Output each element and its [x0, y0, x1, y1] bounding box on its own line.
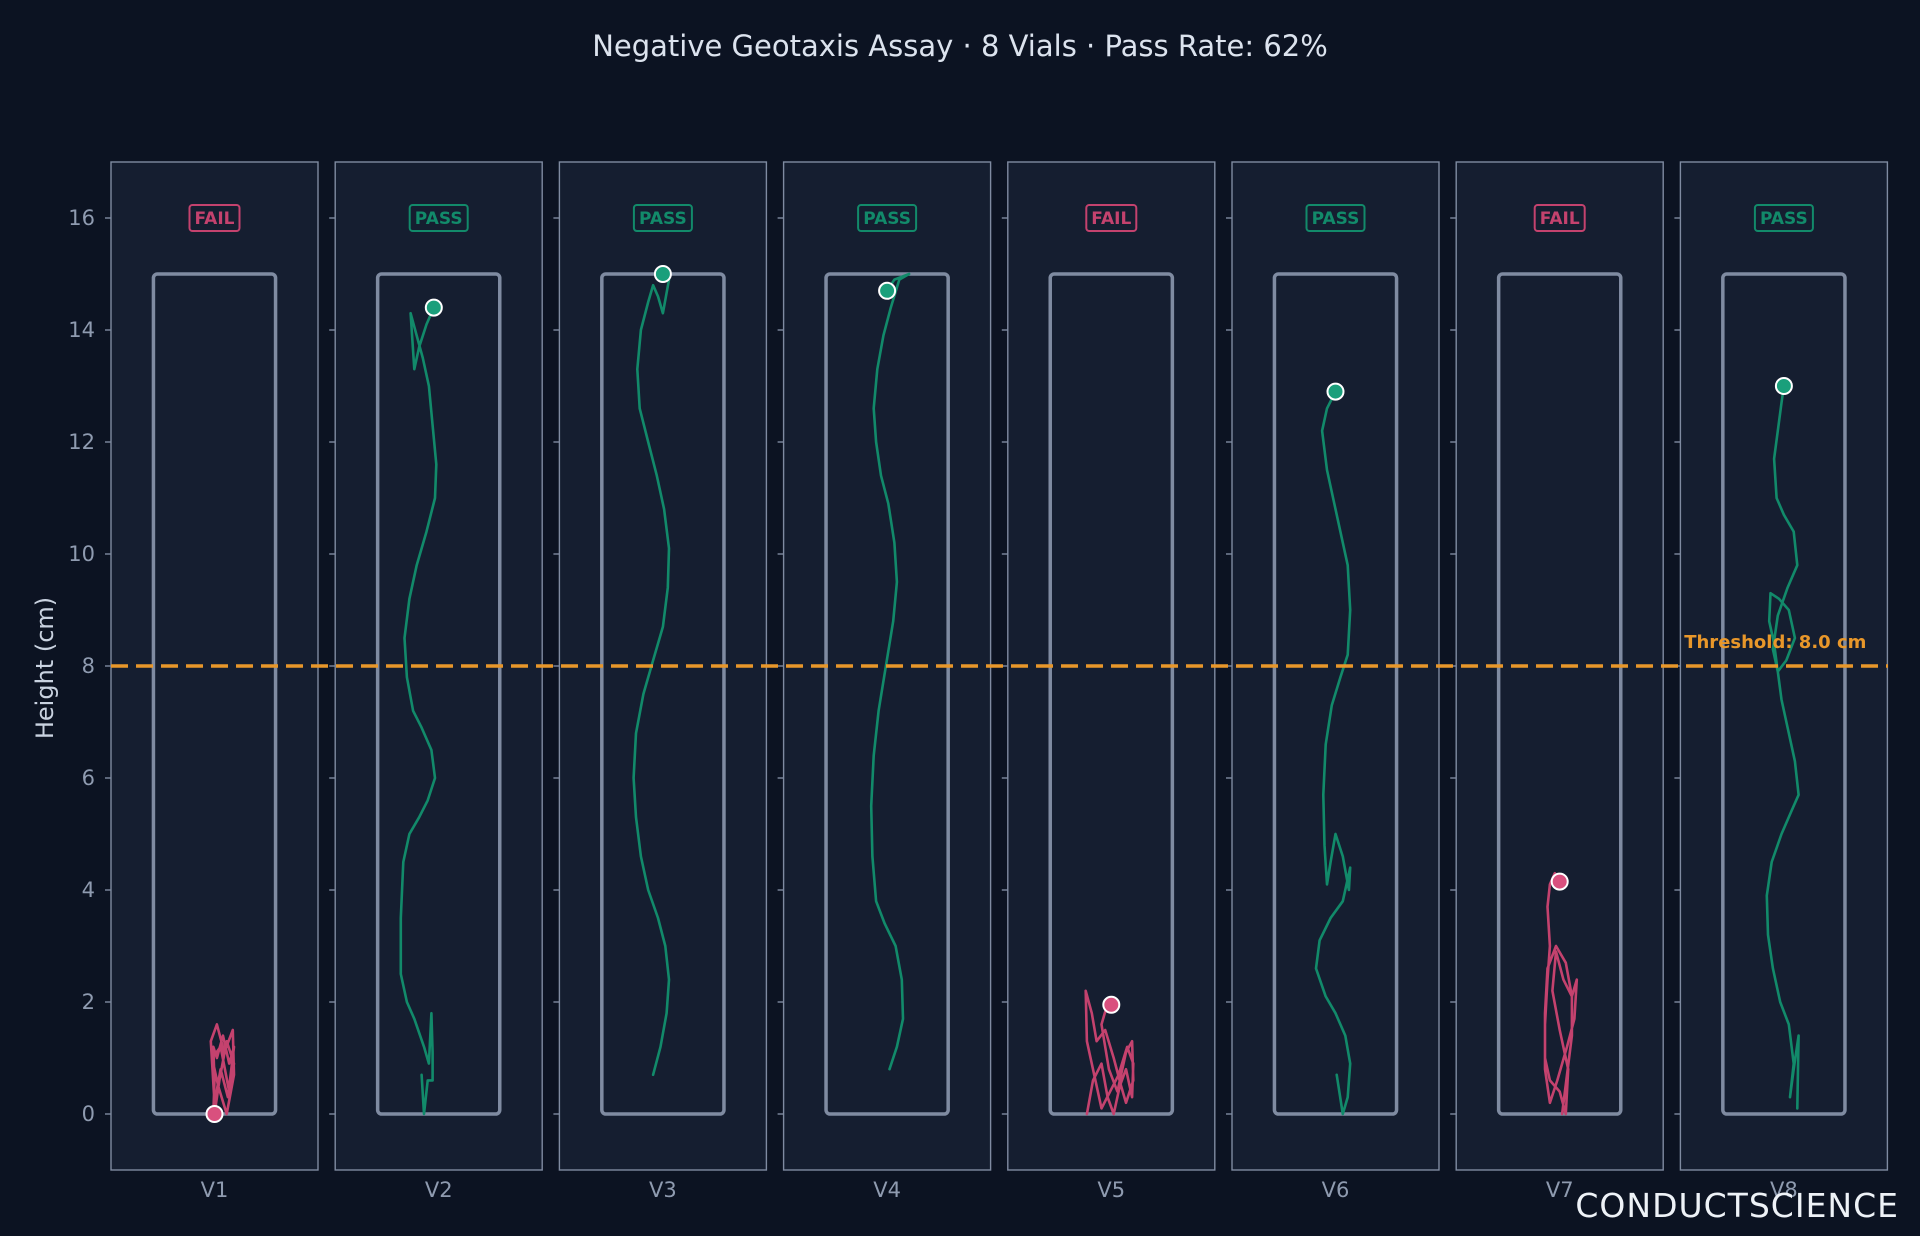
- status-badge: [857, 204, 918, 232]
- trajectory-v7: [1543, 871, 1579, 1116]
- trajectory-v3: [632, 272, 671, 1077]
- threshold-label: Threshold: 8.0 cm: [1684, 632, 1866, 653]
- status-badge-text: PASS: [1312, 209, 1360, 229]
- status-badge-text: FAIL: [195, 209, 235, 229]
- final-position-marker: [1774, 377, 1793, 395]
- y-tick-label: 4: [82, 878, 95, 902]
- status-badge: [188, 204, 241, 232]
- vial-outline: [1048, 272, 1175, 1116]
- status-badge: [1753, 204, 1814, 232]
- x-tick-label: V8: [1770, 1178, 1798, 1202]
- vial-outline: [1721, 272, 1847, 1116]
- y-tick-label: 6: [82, 766, 95, 790]
- final-position-marker: [424, 298, 443, 317]
- vial-panel-v3: PASS V3: [553, 161, 768, 1202]
- status-badge: [1305, 204, 1366, 232]
- status-badge-text: PASS: [415, 209, 463, 229]
- vial-outline: [375, 272, 502, 1116]
- chart-title: Negative Geotaxis Assay · 8 Vials · Pass…: [592, 29, 1328, 63]
- trajectory-v2: [399, 306, 438, 1116]
- vial-panel-v5: FAIL V5: [1001, 161, 1216, 1202]
- vial-panel-v7: FAIL V7: [1450, 161, 1664, 1202]
- x-tick-label: V4: [873, 1178, 901, 1202]
- status-badge: [408, 204, 469, 232]
- x-tick-label: V5: [1097, 1178, 1125, 1202]
- y-axis-label: Height (cm): [31, 597, 59, 739]
- status-badge: [1533, 204, 1586, 232]
- status-badge-text: FAIL: [1091, 209, 1131, 229]
- x-tick-label: V6: [1322, 1178, 1350, 1202]
- vial-outline: [824, 272, 950, 1116]
- final-position-marker: [1550, 872, 1569, 891]
- final-position-marker: [878, 281, 897, 300]
- vial-panel-v8: PASS V8: [1674, 161, 1889, 1202]
- x-tick-label: V2: [425, 1178, 453, 1202]
- threshold-group: Threshold: 8.0 cm: [111, 632, 1888, 668]
- vial-panel-v1: FAIL V1: [105, 161, 319, 1202]
- vial-panel-v4: PASS V4: [777, 161, 992, 1202]
- y-tick-label: 8: [82, 654, 95, 678]
- status-badge-text: FAIL: [1540, 209, 1580, 229]
- trajectory-v6: [1314, 390, 1352, 1116]
- status-badge-text: PASS: [1760, 209, 1808, 229]
- x-tick-label: V1: [201, 1178, 229, 1202]
- y-tick-label: 12: [68, 430, 95, 454]
- trajectory-v1: [209, 1023, 236, 1116]
- y-axis-ticks: 0 2 4 6 8 10 12 14 16: [68, 206, 95, 1126]
- y-tick-label: 0: [82, 1102, 95, 1126]
- status-badge-text: PASS: [863, 209, 911, 229]
- trajectory-v8: [1765, 384, 1800, 1110]
- final-position-marker: [205, 1105, 224, 1123]
- conductscience-logo: CONDUCTSCIENCE: [1575, 1186, 1899, 1225]
- trajectory-v4: [869, 272, 911, 1071]
- vial-panel-v2: PASS V2: [329, 161, 543, 1202]
- y-tick-label: 14: [68, 318, 95, 342]
- vial-outline: [1496, 272, 1623, 1116]
- status-badge: [1085, 204, 1138, 232]
- y-tick-label: 2: [82, 990, 95, 1014]
- status-badge-text: PASS: [639, 209, 687, 229]
- vial-outline: [1272, 272, 1399, 1116]
- x-tick-label: V7: [1546, 1178, 1574, 1202]
- x-tick-label: V3: [649, 1178, 677, 1202]
- final-position-marker: [1102, 995, 1121, 1014]
- vial-panel-v6: PASS V6: [1226, 161, 1440, 1202]
- status-badge: [632, 204, 693, 232]
- final-position-marker: [1326, 382, 1345, 401]
- y-tick-label: 16: [68, 206, 95, 230]
- final-position-marker: [653, 265, 672, 283]
- y-tick-label: 10: [68, 542, 95, 566]
- trajectory-v5: [1084, 989, 1135, 1116]
